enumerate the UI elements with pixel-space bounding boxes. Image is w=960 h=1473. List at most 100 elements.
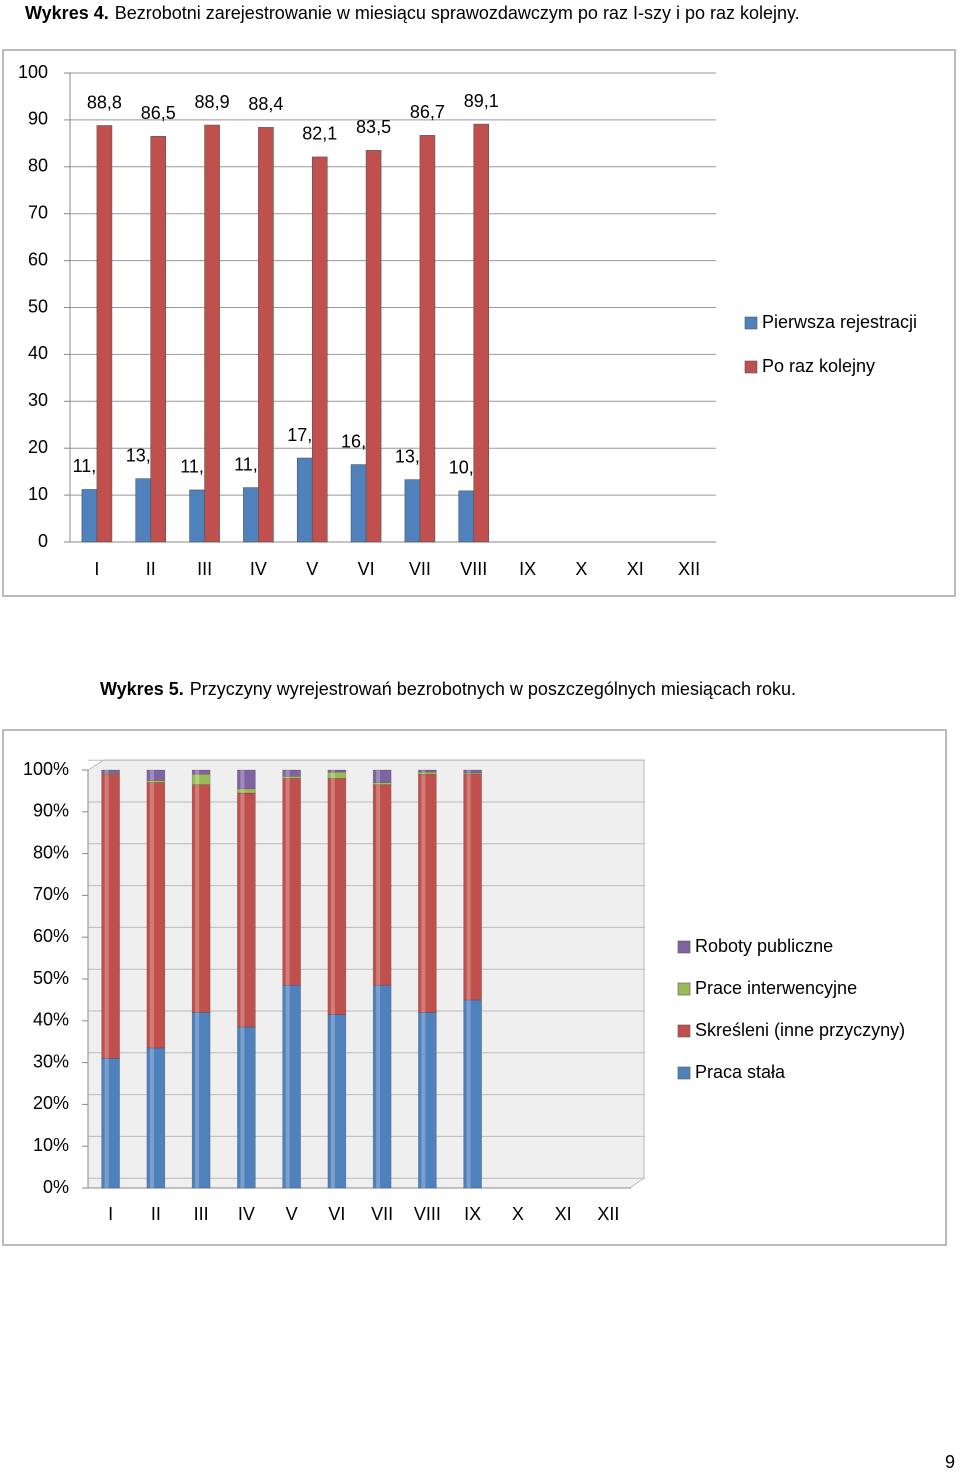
title-text: Bezrobotni zarejestrowanie w miesiącu sp… [115, 3, 800, 23]
value-label: 86,7 [410, 102, 445, 122]
bar-shine [240, 788, 245, 793]
legend-swatch [677, 940, 691, 954]
y-tick-label: 60 [28, 249, 48, 269]
value-label: 82,1 [302, 124, 337, 144]
bar-segment [146, 780, 166, 783]
bar-shine [466, 999, 471, 1188]
bar-shine [285, 776, 290, 779]
bar-segment [327, 769, 347, 773]
legend-label: Pierwsza rejestracji [762, 312, 917, 332]
bar [243, 487, 259, 543]
bar-segment [146, 782, 166, 1049]
bar-segment [418, 773, 437, 1013]
bar-segment [463, 769, 482, 774]
bar-segment [191, 784, 211, 1013]
bar [473, 123, 490, 543]
bar-segment [418, 1012, 437, 1189]
bar-shine [330, 772, 335, 779]
y-tick-label: 100 [18, 62, 48, 82]
bar-segment [327, 771, 347, 779]
bar-shine [421, 772, 426, 775]
bar-shine [195, 770, 200, 775]
x-tick-label: IX [519, 559, 536, 579]
bar-segment [191, 1012, 211, 1189]
y-tick-label: 70 [28, 202, 48, 222]
legend-swatch [677, 1066, 691, 1080]
bar-shine [240, 792, 245, 1028]
bar [189, 489, 205, 543]
value-label: 88,4 [248, 94, 283, 114]
x-tick-label: III [194, 1204, 209, 1224]
y-tick-label: 50 [28, 296, 48, 316]
bar-shine [421, 1012, 426, 1188]
bar [365, 150, 382, 543]
y-tick-label: 80% [33, 842, 69, 862]
bar [296, 457, 313, 543]
bar-shine [195, 1012, 200, 1188]
bar-shine [285, 770, 290, 777]
y-tick-label: 40% [33, 1010, 69, 1030]
bar-segment [372, 784, 392, 986]
bar-shine [421, 770, 426, 773]
y-tick-label: 80 [28, 156, 48, 176]
x-tick-label: VIII [414, 1204, 441, 1224]
bar-shine [104, 774, 109, 1059]
bar-segment [327, 1014, 347, 1189]
bar-shine [376, 770, 381, 783]
bar [458, 490, 475, 543]
bar-segment [463, 773, 482, 1001]
legend-swatch [677, 1024, 691, 1038]
bar-segment [191, 773, 211, 785]
bar-segment [146, 1047, 166, 1189]
bar [150, 136, 167, 543]
bar-segment [237, 788, 256, 794]
bar-segment [463, 999, 482, 1189]
bar-segment [237, 792, 256, 1028]
bar-shine [240, 770, 245, 789]
bar-shine [421, 774, 426, 1013]
legend-label: Skreśleni (inne przyczyny) [695, 1020, 905, 1040]
bar [96, 125, 113, 543]
bar-shine [466, 770, 471, 773]
x-tick-label: XI [627, 559, 644, 579]
bar-shine [149, 782, 154, 1048]
bar [350, 464, 367, 543]
bar-segment [372, 769, 392, 783]
legend-label: Roboty publiczne [695, 936, 833, 956]
y-tick-label: 20 [28, 437, 48, 457]
x-tick-label: VI [358, 559, 375, 579]
x-tick-label: VII [409, 559, 431, 579]
legend-swatch [677, 982, 691, 996]
x-tick-label: I [94, 559, 99, 579]
bar-shine [195, 784, 200, 1013]
bar-shine [104, 773, 109, 775]
bar-shine [149, 1047, 154, 1188]
bar-shine [330, 770, 335, 773]
bar-shine [466, 772, 471, 775]
legend-swatch [744, 316, 758, 330]
bar-shine [376, 782, 381, 785]
bar-segment [101, 769, 120, 774]
title-prefix: Wykres 5. [100, 679, 184, 699]
bar-segment [418, 771, 437, 775]
bar-segment [282, 775, 301, 779]
legend-swatch [744, 360, 758, 374]
back-wall [87, 759, 645, 1189]
chart-title: Wykres 5. Przyczyny wyrejestrowań bezrobo… [100, 679, 796, 699]
x-tick-label: XII [678, 559, 700, 579]
bar-segment [282, 984, 301, 1189]
value-label: 88,9 [195, 92, 230, 112]
bar-shine [149, 780, 154, 783]
bar [311, 156, 328, 543]
x-tick-label: X [512, 1204, 524, 1224]
bar-segment [237, 1026, 256, 1189]
legend-label: Prace interwencyjne [695, 978, 857, 998]
y-tick-label: 70% [33, 884, 69, 904]
x-tick-label: V [306, 559, 318, 579]
value-label: 89,1 [464, 91, 499, 111]
y-tick-label: 30% [33, 1051, 69, 1071]
value-label: 83,5 [356, 117, 391, 137]
bar-shine [376, 784, 381, 986]
y-tick-label: 90 [28, 109, 48, 129]
